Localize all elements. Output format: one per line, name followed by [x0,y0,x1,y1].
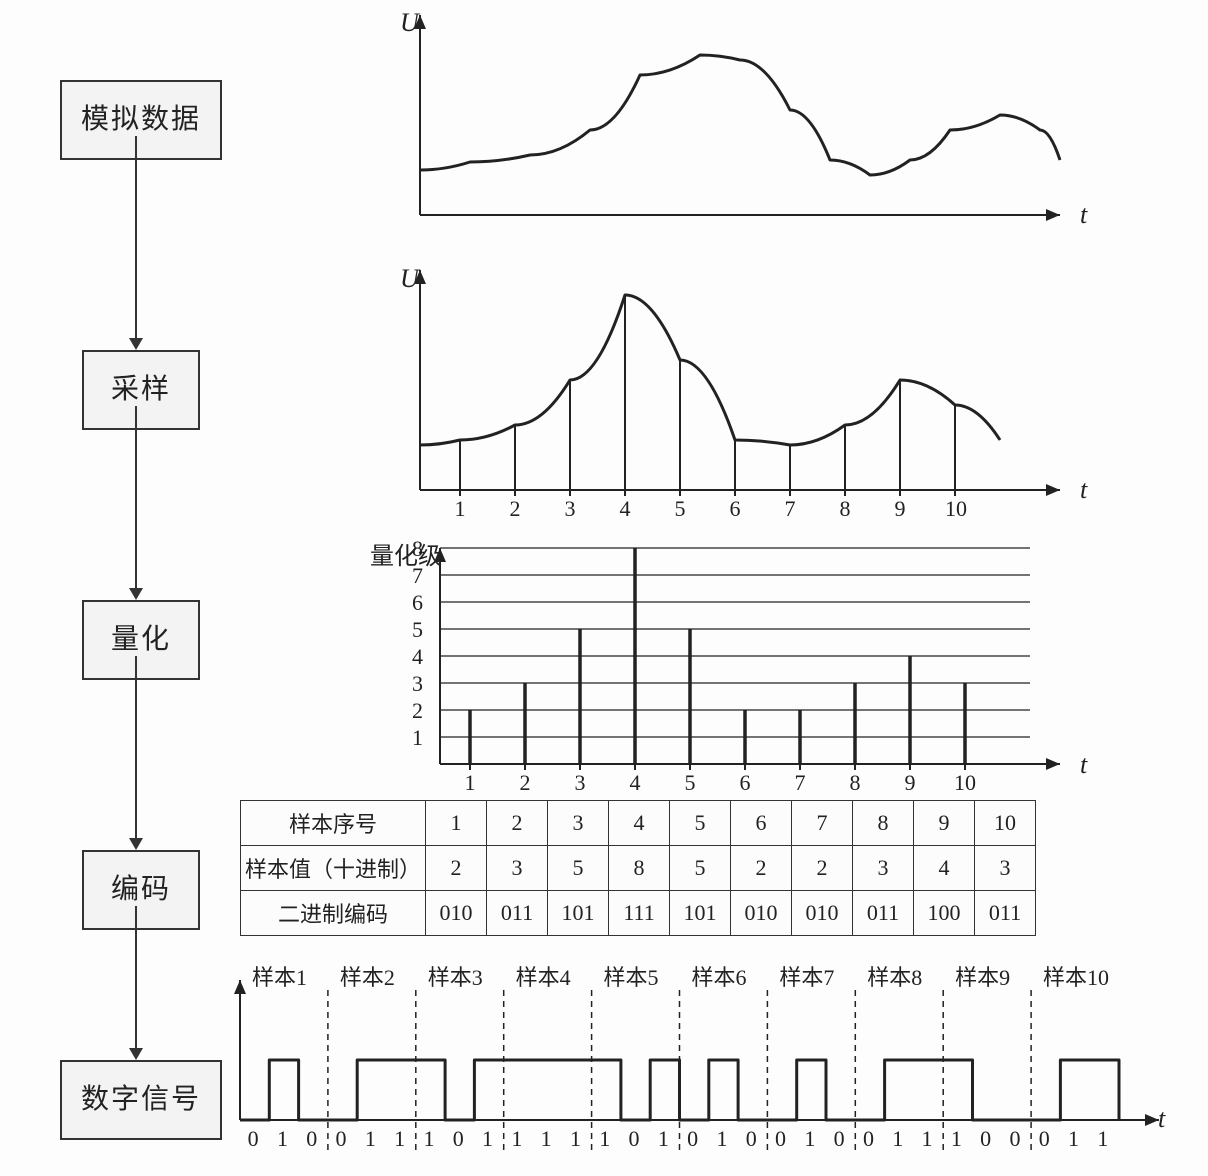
panel-digital [0,0,1208,1176]
bit-label: 0 [306,1126,317,1152]
sample-label: 样本10 [1043,960,1109,992]
bit-label: 1 [922,1126,933,1152]
bit-label: 0 [775,1126,786,1152]
sample-label: 样本6 [691,960,746,992]
sample-label: 样本8 [867,960,922,992]
bit-label: 1 [365,1126,376,1152]
bit-label: 1 [570,1126,581,1152]
bit-label: 0 [453,1126,464,1152]
bit-label: 1 [599,1126,610,1152]
bit-label: 1 [277,1126,288,1152]
bit-label: 1 [658,1126,669,1152]
bit-label: 1 [1068,1126,1079,1152]
bit-label: 0 [834,1126,845,1152]
bit-label: 0 [1009,1126,1020,1152]
bit-label: 1 [482,1126,493,1152]
sample-label: 样本9 [955,960,1010,992]
bit-label: 1 [716,1126,727,1152]
sample-label: 样本5 [604,960,659,992]
bit-label: 1 [423,1126,434,1152]
bit-label: 1 [394,1126,405,1152]
bit-label: 0 [336,1126,347,1152]
sample-label: 样本3 [428,960,483,992]
bit-label: 1 [541,1126,552,1152]
bit-label: 1 [892,1126,903,1152]
bit-label: 0 [863,1126,874,1152]
axis-t-5: t [1158,1104,1165,1134]
sample-label: 样本7 [779,960,834,992]
bit-label: 1 [511,1126,522,1152]
bit-label: 1 [951,1126,962,1152]
bit-label: 1 [1097,1126,1108,1152]
sample-label: 样本1 [252,960,307,992]
sample-label: 样本4 [516,960,571,992]
bit-label: 0 [746,1126,757,1152]
bit-label: 0 [248,1126,259,1152]
sample-label: 样本2 [340,960,395,992]
bit-label: 0 [980,1126,991,1152]
bit-label: 1 [804,1126,815,1152]
bit-label: 0 [1039,1126,1050,1152]
bit-label: 0 [629,1126,640,1152]
bit-label: 0 [687,1126,698,1152]
